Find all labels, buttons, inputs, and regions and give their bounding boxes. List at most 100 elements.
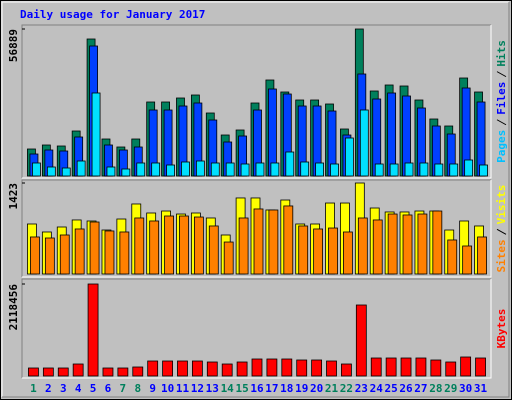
- bar: [445, 361, 457, 377]
- x-tick-label: 22: [340, 382, 353, 395]
- bar: [206, 361, 218, 377]
- x-tick-label: 9: [149, 382, 156, 395]
- bar: [404, 162, 414, 177]
- bar: [74, 228, 85, 275]
- bar: [57, 367, 69, 377]
- bar: [28, 367, 39, 377]
- bar: [177, 360, 188, 377]
- bar: [59, 234, 70, 275]
- bar: [104, 230, 115, 275]
- bar: [106, 166, 116, 177]
- x-tick-label: 1: [30, 382, 37, 395]
- bar: [132, 366, 144, 377]
- bar: [164, 215, 174, 275]
- x-tick-label: 29: [444, 382, 457, 395]
- x-tick-label: 8: [134, 382, 141, 395]
- bar: [117, 367, 129, 377]
- x-tick-label: 31: [474, 382, 488, 395]
- panel-bevel-light: [22, 279, 492, 379]
- legend-label: Hits: [495, 40, 508, 67]
- x-tick-label: 23: [355, 382, 368, 395]
- bar: [475, 357, 486, 377]
- bar: [191, 360, 203, 377]
- bar: [42, 367, 54, 377]
- bar: [270, 162, 280, 177]
- bar: [236, 361, 248, 377]
- bar: [225, 162, 235, 177]
- bar: [195, 160, 205, 177]
- x-tick-label: 7: [120, 382, 127, 395]
- bar: [268, 209, 279, 275]
- bar: [357, 217, 368, 275]
- panel-bevel-dark: [21, 278, 491, 378]
- bar: [76, 160, 86, 177]
- x-tick-label: 11: [176, 382, 190, 395]
- legend-label: Pages: [495, 130, 508, 163]
- bar: [355, 304, 367, 377]
- bar: [326, 360, 337, 377]
- bar: [134, 217, 145, 275]
- bar: [91, 92, 101, 177]
- bar: [462, 245, 473, 275]
- bar: [341, 363, 352, 377]
- bar: [419, 162, 429, 177]
- x-tick-label: 26: [399, 382, 413, 395]
- bar: [370, 357, 382, 377]
- y-tick-label: 1423: [7, 183, 20, 210]
- x-tick-label: 20: [310, 382, 323, 395]
- bar: [311, 359, 323, 377]
- bar: [30, 236, 40, 275]
- bar: [417, 213, 428, 275]
- panel-bevel-light: [22, 180, 492, 278]
- bar: [283, 205, 294, 275]
- x-tick-label: 5: [90, 382, 97, 395]
- x-tick-label: 17: [265, 382, 278, 395]
- bar: [151, 162, 161, 177]
- x-tick-label: 28: [429, 382, 442, 395]
- legend-label: KBytes: [495, 309, 508, 349]
- bar: [44, 237, 55, 275]
- bar: [166, 164, 175, 177]
- bar: [266, 358, 278, 377]
- bar: [240, 163, 250, 177]
- bar: [102, 367, 114, 377]
- bar: [400, 357, 412, 377]
- bar: [402, 214, 413, 275]
- bar: [61, 167, 71, 177]
- x-tick-label: 21: [325, 382, 339, 395]
- bar: [221, 363, 233, 377]
- x-tick-label: 2: [45, 382, 52, 395]
- panel-bevel-light: [22, 25, 492, 179]
- x-tick-label: 30: [459, 382, 472, 395]
- x-tick-label: 25: [385, 382, 398, 395]
- bar: [387, 92, 397, 177]
- bar: [181, 161, 190, 177]
- x-tick-label: 4: [75, 382, 82, 395]
- panel-bevel-dark: [21, 179, 491, 277]
- x-tick-label: 24: [370, 382, 384, 395]
- bar: [298, 225, 309, 275]
- bar: [432, 210, 443, 275]
- bar: [251, 358, 263, 377]
- bar: [162, 360, 173, 377]
- bar: [32, 162, 41, 177]
- legend-separator: [496, 228, 507, 235]
- bar: [149, 220, 160, 275]
- bar: [389, 163, 399, 177]
- bar: [223, 241, 234, 275]
- bar: [210, 162, 220, 177]
- bar: [253, 208, 264, 275]
- bar: [415, 357, 427, 377]
- legend-label: Files: [495, 82, 508, 115]
- bar: [208, 225, 219, 275]
- bar: [315, 162, 325, 177]
- bar: [430, 359, 442, 377]
- panel-bevel-dark: [21, 24, 491, 178]
- bar: [359, 109, 369, 177]
- bar: [330, 163, 339, 177]
- legend-label: Sites: [495, 239, 508, 272]
- bar: [285, 151, 295, 177]
